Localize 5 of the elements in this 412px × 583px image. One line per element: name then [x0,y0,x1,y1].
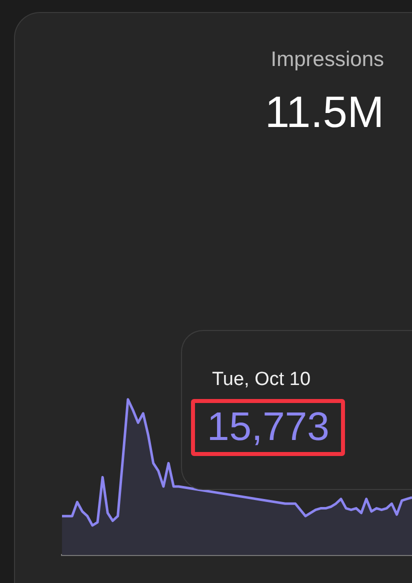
chart-subtitle: 11.5M [264,88,384,138]
tooltip-card: Tue, Oct 10 15,773 [181,330,412,490]
text: Tue, Oct 10 [212,369,311,391]
chart-title: Impressions [270,48,384,72]
outline-box: 15,773 [191,399,346,456]
